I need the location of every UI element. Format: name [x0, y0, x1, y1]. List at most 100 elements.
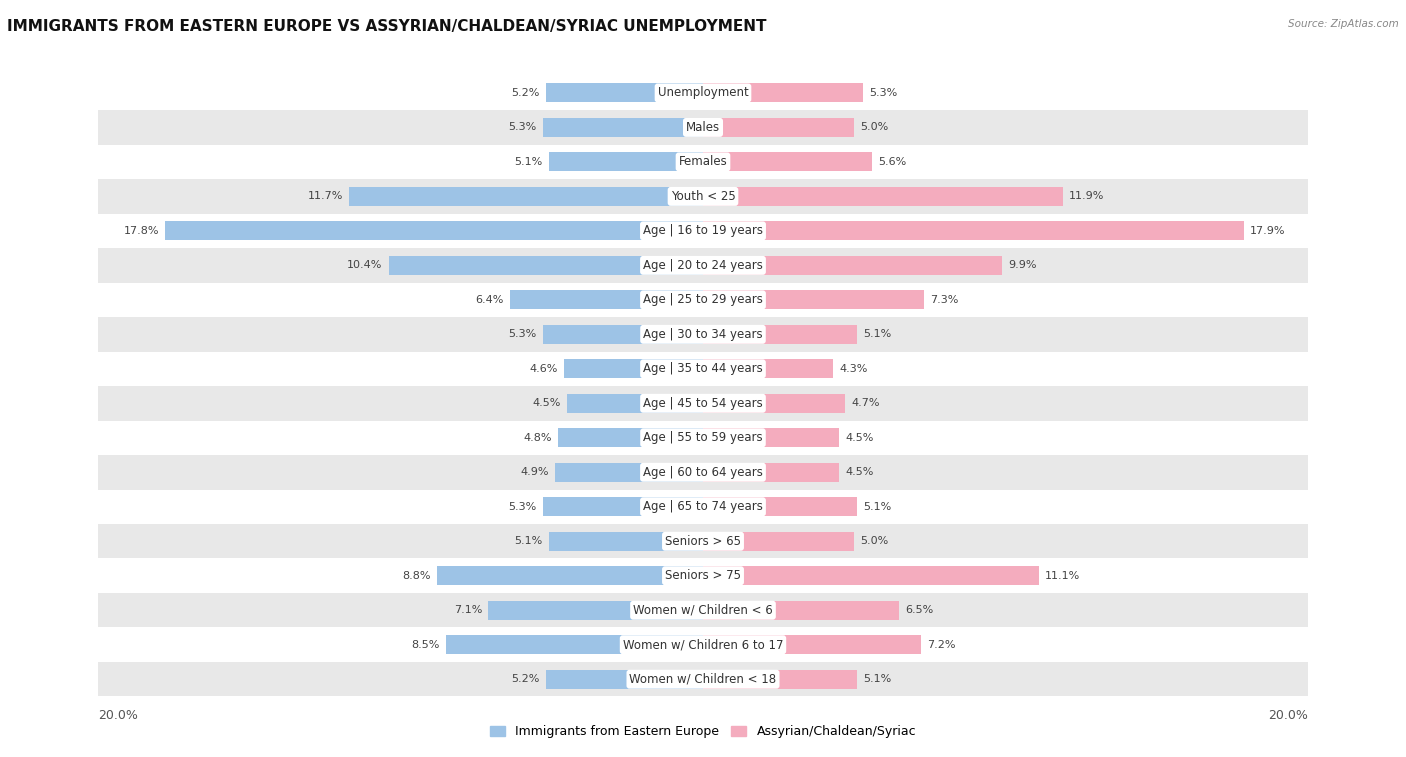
Text: 5.3%: 5.3% [869, 88, 897, 98]
Text: Age | 35 to 44 years: Age | 35 to 44 years [643, 363, 763, 375]
Bar [98, 386, 1308, 421]
Bar [98, 351, 1308, 386]
Bar [388, 256, 703, 275]
Text: Seniors > 75: Seniors > 75 [665, 569, 741, 582]
Bar [543, 325, 703, 344]
Bar [703, 291, 924, 310]
Bar [98, 421, 1308, 455]
Text: 20.0%: 20.0% [98, 709, 138, 722]
Text: 5.2%: 5.2% [512, 88, 540, 98]
Text: 5.6%: 5.6% [879, 157, 907, 167]
Bar [98, 593, 1308, 628]
Text: 5.1%: 5.1% [515, 157, 543, 167]
Bar [98, 76, 1308, 111]
Bar [703, 325, 858, 344]
Text: 5.1%: 5.1% [863, 329, 891, 339]
Text: 4.5%: 4.5% [845, 467, 873, 477]
Bar [703, 152, 872, 171]
Text: 11.7%: 11.7% [308, 192, 343, 201]
Bar [165, 221, 703, 241]
Text: 17.9%: 17.9% [1250, 226, 1285, 236]
Bar [98, 248, 1308, 282]
Text: Age | 25 to 29 years: Age | 25 to 29 years [643, 294, 763, 307]
Bar [98, 111, 1308, 145]
Text: 7.3%: 7.3% [929, 295, 957, 305]
Bar [98, 559, 1308, 593]
Bar [543, 118, 703, 137]
Bar [546, 83, 703, 102]
Bar [98, 628, 1308, 662]
Text: 11.1%: 11.1% [1045, 571, 1080, 581]
Text: 5.1%: 5.1% [863, 502, 891, 512]
Text: Age | 45 to 54 years: Age | 45 to 54 years [643, 397, 763, 410]
Bar [98, 145, 1308, 179]
Text: 9.9%: 9.9% [1008, 260, 1036, 270]
Bar [703, 118, 855, 137]
Bar [703, 428, 839, 447]
Bar [703, 83, 863, 102]
Text: Women w/ Children < 18: Women w/ Children < 18 [630, 673, 776, 686]
Bar [564, 360, 703, 378]
Text: 7.2%: 7.2% [927, 640, 955, 650]
Text: Age | 55 to 59 years: Age | 55 to 59 years [643, 431, 763, 444]
Text: 5.3%: 5.3% [509, 329, 537, 339]
Bar [548, 531, 703, 551]
Text: 5.3%: 5.3% [509, 502, 537, 512]
Text: 5.3%: 5.3% [509, 123, 537, 132]
Bar [446, 635, 703, 654]
Text: 6.4%: 6.4% [475, 295, 503, 305]
Text: 4.5%: 4.5% [533, 398, 561, 408]
Bar [703, 670, 858, 689]
Text: Seniors > 65: Seniors > 65 [665, 534, 741, 548]
Text: Women w/ Children < 6: Women w/ Children < 6 [633, 604, 773, 617]
Bar [98, 282, 1308, 317]
Bar [437, 566, 703, 585]
Text: 5.0%: 5.0% [860, 123, 889, 132]
Bar [98, 455, 1308, 490]
Bar [555, 463, 703, 481]
Text: Unemployment: Unemployment [658, 86, 748, 99]
Text: 20.0%: 20.0% [1268, 709, 1308, 722]
Text: Age | 20 to 24 years: Age | 20 to 24 years [643, 259, 763, 272]
Text: 17.8%: 17.8% [124, 226, 159, 236]
Text: Source: ZipAtlas.com: Source: ZipAtlas.com [1288, 19, 1399, 29]
Text: 4.7%: 4.7% [851, 398, 880, 408]
Bar [703, 463, 839, 481]
Bar [548, 152, 703, 171]
Text: 10.4%: 10.4% [347, 260, 382, 270]
Text: Age | 30 to 34 years: Age | 30 to 34 years [643, 328, 763, 341]
Text: 8.5%: 8.5% [412, 640, 440, 650]
Legend: Immigrants from Eastern Europe, Assyrian/Chaldean/Syriac: Immigrants from Eastern Europe, Assyrian… [485, 720, 921, 743]
Bar [703, 256, 1002, 275]
Text: Age | 65 to 74 years: Age | 65 to 74 years [643, 500, 763, 513]
Bar [703, 566, 1039, 585]
Text: IMMIGRANTS FROM EASTERN EUROPE VS ASSYRIAN/CHALDEAN/SYRIAC UNEMPLOYMENT: IMMIGRANTS FROM EASTERN EUROPE VS ASSYRI… [7, 19, 766, 34]
Bar [703, 394, 845, 413]
Bar [98, 524, 1308, 559]
Text: 7.1%: 7.1% [454, 606, 482, 615]
Bar [558, 428, 703, 447]
Bar [98, 317, 1308, 351]
Text: 4.5%: 4.5% [845, 433, 873, 443]
Bar [703, 601, 900, 620]
Bar [543, 497, 703, 516]
Bar [567, 394, 703, 413]
Text: 5.0%: 5.0% [860, 536, 889, 547]
Text: Age | 60 to 64 years: Age | 60 to 64 years [643, 466, 763, 478]
Text: Males: Males [686, 121, 720, 134]
Bar [703, 221, 1244, 241]
Text: 5.1%: 5.1% [863, 674, 891, 684]
Text: Age | 16 to 19 years: Age | 16 to 19 years [643, 224, 763, 238]
Bar [703, 635, 921, 654]
Text: 4.9%: 4.9% [520, 467, 548, 477]
Bar [98, 662, 1308, 696]
Bar [98, 213, 1308, 248]
Bar [703, 531, 855, 551]
Bar [703, 187, 1063, 206]
Text: Women w/ Children 6 to 17: Women w/ Children 6 to 17 [623, 638, 783, 651]
Text: 11.9%: 11.9% [1069, 192, 1104, 201]
Text: 4.6%: 4.6% [530, 364, 558, 374]
Text: 4.8%: 4.8% [523, 433, 551, 443]
Bar [488, 601, 703, 620]
Bar [546, 670, 703, 689]
